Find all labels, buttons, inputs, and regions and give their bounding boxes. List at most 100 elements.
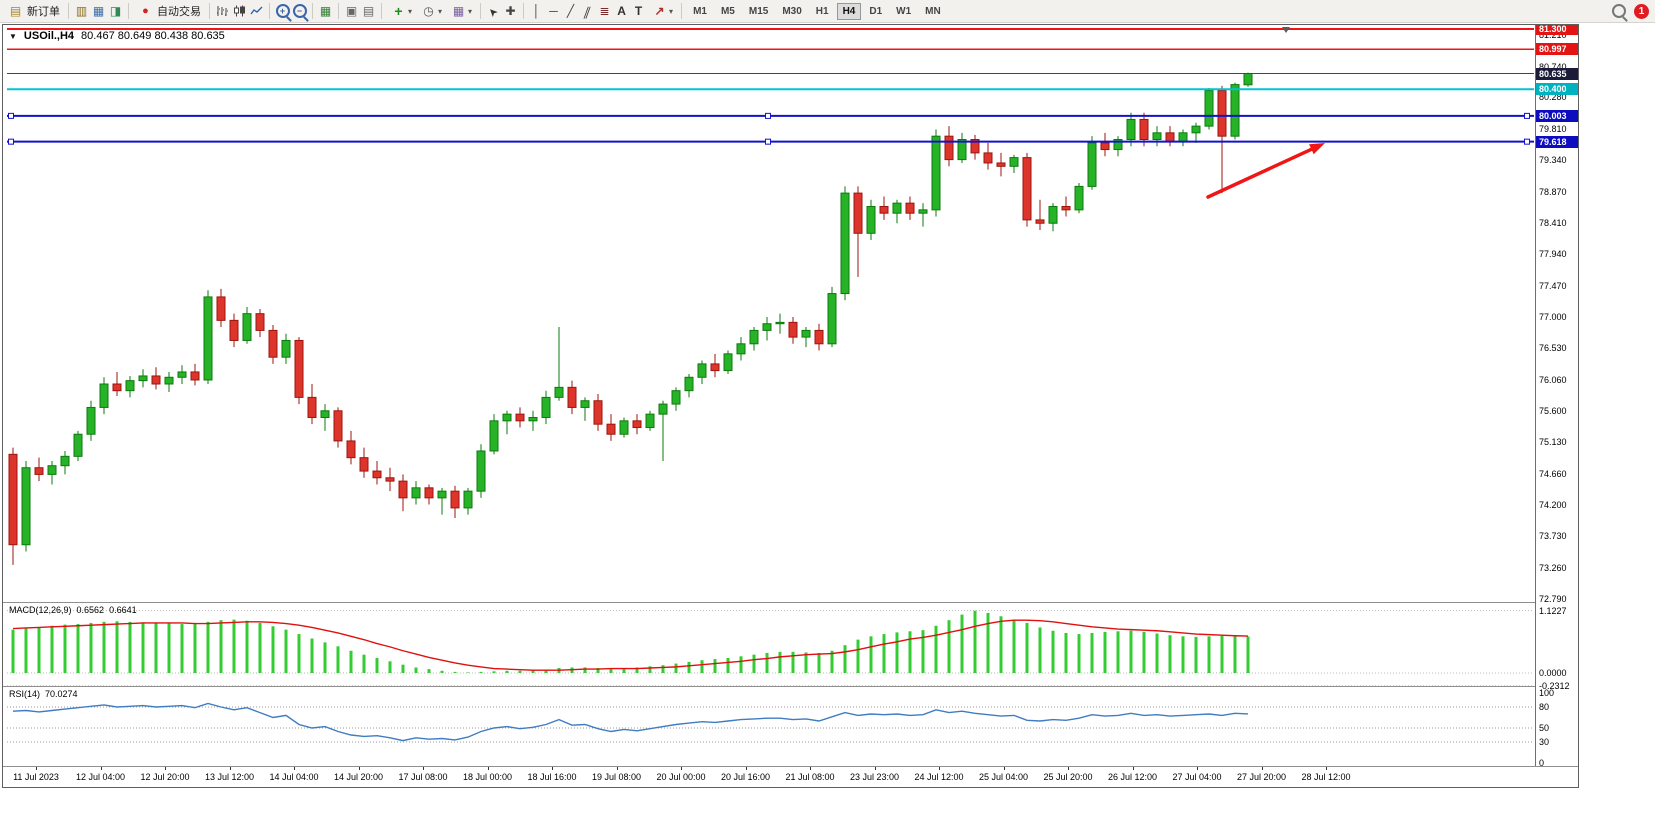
candlestick-chart-icon[interactable] (231, 3, 248, 20)
cursor-icon[interactable]: ➤ (485, 3, 501, 19)
chart-symbol-period: USOil.,H4 (23, 30, 75, 42)
time-axis-label: 17 Jul 08:00 (398, 772, 448, 782)
toolbar-separator (312, 3, 313, 19)
time-axis-label: 24 Jul 12:00 (914, 772, 964, 782)
auto-trading-icon: ● (142, 4, 149, 17)
rsi-indicator-label: RSI(14) 70.0274 (9, 689, 78, 699)
macd-signal-value: 0.6641 (109, 605, 137, 615)
cascade-windows-icon[interactable]: ▣ (345, 4, 358, 18)
arrow-object-icon: ↗ (654, 4, 665, 18)
time-axis-tick (1261, 767, 1263, 770)
price-tag: 81.300 (1536, 25, 1578, 35)
time-axis-tick (616, 767, 618, 770)
market-watch-icon[interactable]: ▥ (75, 4, 88, 18)
arrows-tool-button[interactable]: ↗ ▾ (647, 2, 677, 21)
time-axis-tick (745, 767, 747, 770)
toolbar-separator (209, 3, 210, 19)
timeframe-w1[interactable]: W1 (896, 5, 912, 17)
price-axis-label: 76.060 (1539, 374, 1567, 385)
vertical-line-tool-icon[interactable]: │ (532, 4, 541, 18)
time-axis-label: 21 Jul 08:00 (785, 772, 835, 782)
panel-separator[interactable] (3, 686, 1578, 687)
horizontal-line-tool-icon[interactable]: ─ (549, 4, 558, 18)
time-axis-tick (100, 767, 102, 770)
rsi-value: 70.0274 (45, 689, 78, 699)
time-axis-label: 12 Jul 04:00 (75, 772, 126, 782)
rsi-name: RSI(14) (9, 689, 41, 699)
main-chart-canvas[interactable] (3, 25, 1535, 602)
panel-separator[interactable] (3, 602, 1578, 603)
timeframe-m1[interactable]: M1 (693, 5, 707, 17)
zoom-out-icon[interactable]: − (291, 3, 308, 20)
navigator-icon[interactable]: ◨ (109, 4, 122, 18)
time-axis-tick (423, 767, 424, 770)
auto-trading-button[interactable]: ● 自动交易 (133, 2, 205, 21)
timeframe-m5[interactable]: M5 (720, 5, 735, 17)
time-axis-label: 20 Jul 16:00 (720, 772, 771, 782)
price-tag: 80.635 (1536, 67, 1578, 80)
time-axis-tick (36, 767, 37, 770)
chart-shift-marker[interactable] (1282, 27, 1290, 33)
price-axis-label: 79.810 (1539, 123, 1567, 134)
price-tag: 80.400 (1536, 83, 1578, 96)
data-window-icon[interactable]: ▦ (92, 4, 105, 18)
new-order-icon: ▤ (9, 4, 22, 18)
text-tool-icon[interactable]: A (617, 4, 626, 18)
zoom-in-icon[interactable]: + (274, 3, 291, 20)
templates-button[interactable]: ▦ ▾ (446, 2, 476, 21)
chevron-down-icon: ▾ (438, 6, 443, 16)
timeframe-m30[interactable]: M30 (782, 5, 802, 17)
crosshair-icon[interactable]: ✚ (505, 4, 516, 18)
fibonacci-tool-icon[interactable]: ≣ (599, 4, 610, 18)
timeframe-h4[interactable]: H4 (836, 2, 862, 20)
new-order-button[interactable]: ▤ 新订单 (3, 2, 64, 21)
time-axis-tick (294, 767, 295, 770)
one-click-trading-toggle-icon[interactable]: ▼ (9, 31, 17, 41)
toolbar-separator (681, 3, 683, 19)
price-axis-label: 75.130 (1539, 437, 1567, 448)
text-label-tool-icon[interactable]: T (634, 4, 643, 18)
new-order-label: 新订单 (27, 6, 60, 18)
time-axis-tick (939, 767, 940, 770)
arrange-windows-icon[interactable]: ▤ (362, 4, 375, 18)
time-axis-label: 25 Jul 04:00 (978, 772, 1029, 782)
chevron-down-icon: ▾ (408, 6, 413, 16)
rsi-canvas[interactable] (3, 687, 1535, 766)
toolbar-separator (381, 3, 382, 19)
rsi-axis-label: 100 (1539, 688, 1555, 698)
rsi-axis-label: 30 (1539, 737, 1550, 747)
trendline-tool-icon[interactable]: ╱ (566, 4, 575, 18)
price-axis[interactable]: 81.210 80.740 80.280 79.810 79.340 78.870 78.4… (1535, 25, 1578, 768)
time-axis-label: 18 Jul 16:00 (527, 772, 577, 782)
time-axis-tick (552, 767, 553, 770)
price-axis-label: 76.530 (1539, 343, 1567, 354)
time-axis-label: 11 Jul 2023 (13, 772, 59, 782)
clock-icon: ◷ (423, 4, 434, 18)
line-chart-icon[interactable] (248, 3, 265, 20)
macd-canvas[interactable] (3, 603, 1535, 686)
timeframe-d1[interactable]: D1 (869, 5, 883, 17)
periods-button[interactable]: ◷ ▾ (416, 2, 446, 21)
chevron-down-icon: ▾ (468, 6, 473, 16)
ohlc-bars-icon[interactable] (214, 3, 231, 20)
time-axis-label: 28 Jul 12:00 (1301, 772, 1351, 782)
toolbar-separator (338, 3, 339, 19)
price-axis-label: 74.200 (1539, 499, 1567, 510)
time-axis-label: 13 Jul 12:00 (204, 772, 255, 782)
timeframe-mn[interactable]: MN (925, 5, 941, 17)
timeframe-h1[interactable]: H1 (815, 5, 829, 17)
chart-window: ▼ USOil.,H4 80.467 80.649 80.438 80.635 … (2, 24, 1579, 788)
timeframe-m15[interactable]: M15 (748, 5, 769, 17)
search-icon[interactable] (1612, 4, 1626, 18)
price-axis-label: 80.740 (1539, 61, 1567, 72)
indicators-button[interactable]: + ▾ (386, 2, 416, 21)
price-axis-label: 77.000 (1539, 312, 1567, 322)
time-axis-label: 19 Jul 08:00 (591, 772, 642, 782)
chart-ohlc-values: 80.467 80.649 80.438 80.635 (81, 30, 225, 42)
chart-title: ▼ USOil.,H4 80.467 80.649 80.438 80.635 (9, 30, 225, 42)
notification-badge[interactable]: 1 (1634, 3, 1649, 19)
time-axis-label: 20 Jul 00:00 (656, 772, 706, 782)
tile-windows-icon[interactable]: ▦ (319, 4, 332, 18)
time-axis[interactable]: 11 Jul 2023 12 Jul 04:00 12 Jul 20:00 13 Ju… (3, 767, 1578, 786)
toolbar-separator (480, 3, 482, 19)
